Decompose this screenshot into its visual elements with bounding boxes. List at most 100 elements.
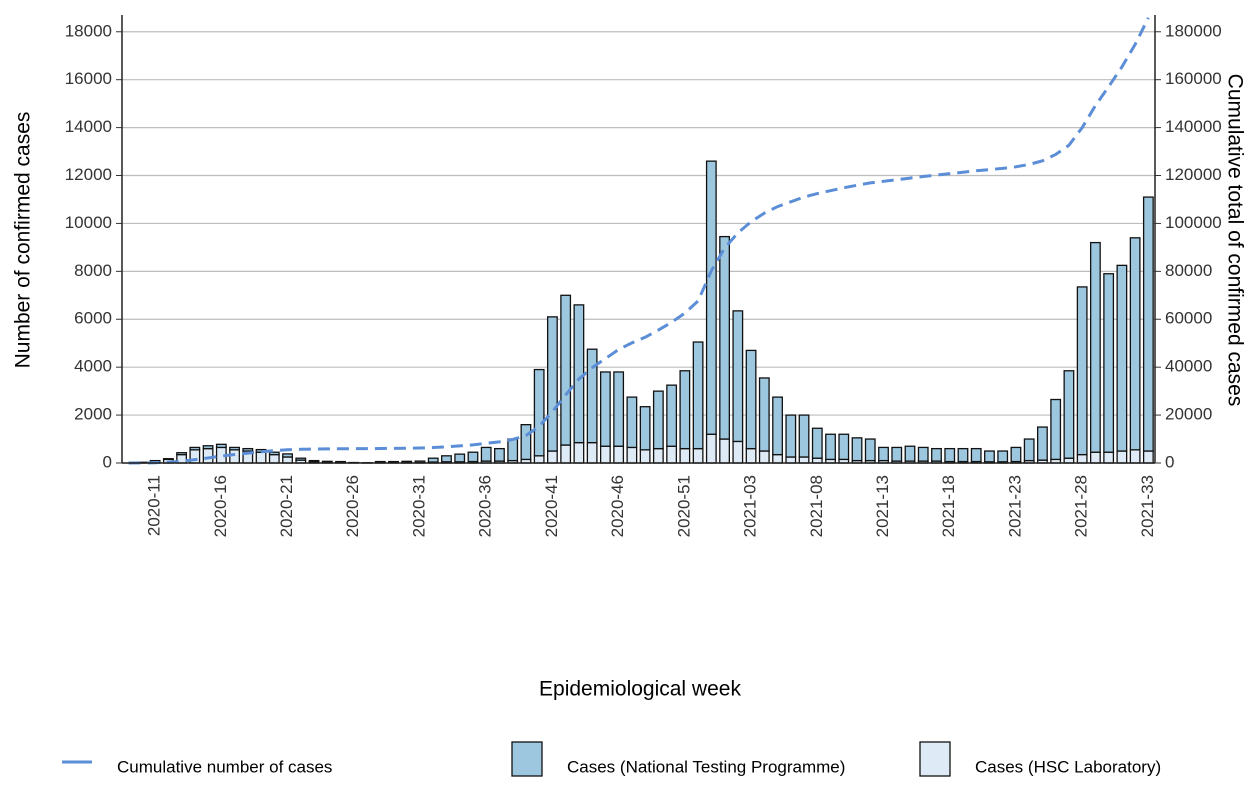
bar [1104,452,1114,463]
bar [720,439,730,463]
bar [627,447,637,463]
bar [1064,371,1074,458]
legend-swatch [920,742,950,776]
bar [561,295,571,445]
bar [428,458,438,462]
y-axis-title: Number of confirmed cases [12,112,35,369]
bar [746,449,756,463]
y-tick-label: 0 [103,452,112,471]
bar [1077,287,1087,455]
bar [693,449,703,463]
bar [985,451,995,462]
bar [945,449,955,462]
bar [256,452,266,463]
bar [918,447,928,461]
x-tick-label: 2020-46 [608,475,627,537]
bar [614,372,624,446]
x-tick-label: 2020-21 [277,475,296,537]
bar [799,415,809,457]
bar [707,161,717,434]
bar [786,457,796,463]
y-tick-label: 16000 [65,69,112,88]
x-tick-label: 2021-33 [1138,475,1157,537]
y-tick-label: 8000 [74,261,112,280]
bar [1038,427,1048,460]
bar [495,449,505,461]
bar [1104,274,1114,452]
bar [640,450,650,463]
bar [773,455,783,463]
bar [574,443,584,463]
bar [601,372,611,446]
bar [534,370,544,456]
x-tick-label: 2020-26 [343,475,362,537]
bar [1117,451,1127,463]
bar [1051,400,1061,460]
bar [1117,265,1127,451]
bar [720,237,730,439]
y-tick-label: 10000 [65,213,112,232]
bar [998,451,1008,462]
bar [1077,455,1087,463]
bar [203,449,213,463]
legend-label: Cases (HSC Laboratory) [975,757,1161,776]
bar [1024,439,1034,461]
bar [667,385,677,446]
y-tick-label: 2000 [74,405,112,424]
y2-tick-label: 0 [1165,452,1174,471]
bar [468,452,478,461]
bar [587,349,597,442]
y2-tick-label: 60000 [1165,309,1212,328]
bar [548,317,558,451]
y-tick-label: 12000 [65,165,112,184]
bar [587,443,597,463]
y-tick-label: 4000 [74,357,112,376]
bar [1091,452,1101,463]
bar [905,446,915,461]
x-tick-label: 2020-11 [145,475,164,536]
bar [1130,450,1140,463]
bar [481,447,491,461]
y2-tick-label: 140000 [1165,117,1222,136]
bar [865,439,875,461]
x-tick-label: 2021-03 [741,475,760,537]
y2-axis-title: Cumulative total of confirmed cases [1223,74,1246,407]
x-tick-label: 2021-23 [1005,475,1024,537]
bar [1144,451,1154,463]
x-tick-label: 2021-28 [1072,475,1091,537]
x-tick-label: 2020-36 [476,475,495,537]
bar [667,446,677,463]
y2-tick-label: 160000 [1165,69,1222,88]
bar [839,434,849,459]
y2-tick-label: 120000 [1165,165,1222,184]
bar [508,439,518,461]
bar [654,449,664,463]
y-tick-label: 6000 [74,309,112,328]
bar [455,454,465,462]
bar [640,407,650,450]
bar [283,457,293,463]
y2-tick-label: 100000 [1165,213,1222,232]
bar [442,456,452,462]
y2-tick-label: 20000 [1165,405,1212,424]
bar [733,311,743,442]
bar [1011,447,1021,461]
x-axis-title: Epidemiological week [539,678,741,701]
bar [309,461,319,462]
bar [548,451,558,463]
legend-swatch [512,742,542,776]
bar [627,397,637,447]
x-tick-label: 2020-16 [211,475,230,537]
y-tick-label: 14000 [65,117,112,136]
bar [217,444,227,447]
bar [760,378,770,451]
y2-tick-label: 40000 [1165,357,1212,376]
legend-label: Cumulative number of cases [117,757,332,776]
bar [574,305,584,443]
bar [733,441,743,463]
bar [534,456,544,463]
y2-tick-label: 180000 [1165,21,1222,40]
bar [203,446,213,449]
bar [932,449,942,461]
